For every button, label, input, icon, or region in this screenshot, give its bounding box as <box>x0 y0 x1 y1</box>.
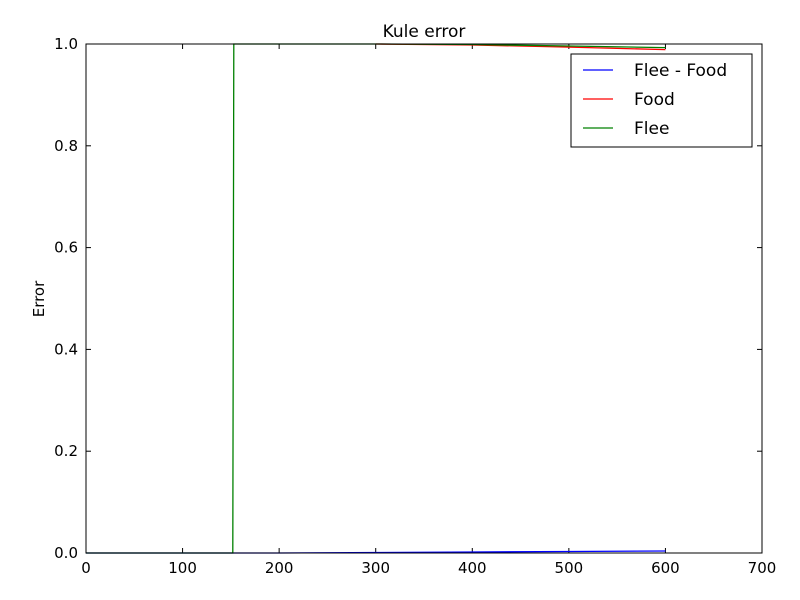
x-tick-label: 600 <box>651 559 680 577</box>
legend-label-flee: Flee <box>634 119 669 139</box>
y-tick-label: 0.0 <box>54 544 78 562</box>
legend-label-food: Food <box>634 90 675 110</box>
y-tick-label: 0.6 <box>54 239 78 257</box>
y-tick-label: 0.8 <box>54 137 78 155</box>
x-tick-label: 700 <box>748 559 777 577</box>
legend-label-flee-food: Flee - Food <box>634 61 727 81</box>
y-tick-label: 0.2 <box>54 442 78 460</box>
x-tick-label: 100 <box>168 559 197 577</box>
x-tick-label: 400 <box>458 559 487 577</box>
x-tick-label: 0 <box>81 559 91 577</box>
x-tick-label: 200 <box>265 559 294 577</box>
y-tick-label: 1.0 <box>54 35 78 53</box>
x-tick-label: 500 <box>555 559 584 577</box>
x-tick-label: 300 <box>361 559 390 577</box>
y-axis-label: Error <box>30 280 48 317</box>
y-tick-label: 0.4 <box>54 340 78 358</box>
tick-label-group: 0 100 200 300 400 500 600 700 0.0 0.2 0.4 0.6 0.8 1.0 <box>54 35 776 577</box>
legend: Flee - Food Food Flee <box>570 53 753 148</box>
chart-title: Kule error <box>383 22 466 42</box>
plot-area-frame <box>85 43 763 554</box>
